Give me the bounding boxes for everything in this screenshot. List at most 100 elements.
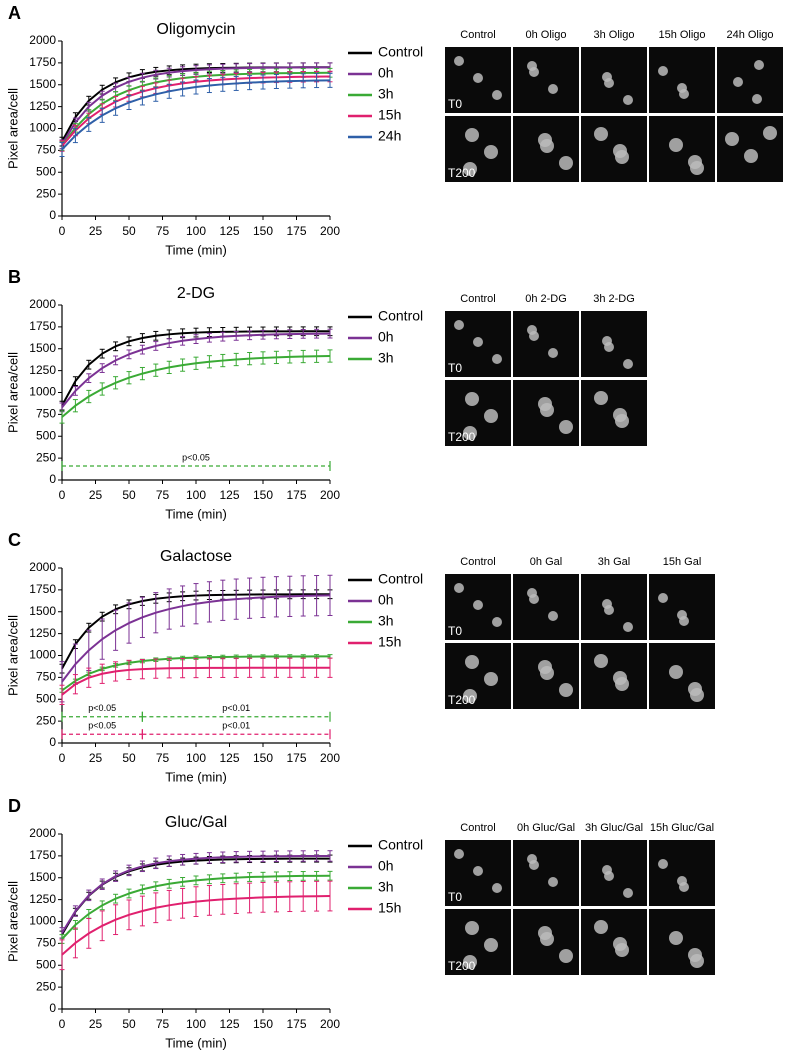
micrograph (445, 116, 511, 182)
cell (763, 126, 777, 140)
x-tick-label: 150 (253, 224, 273, 238)
cell (492, 617, 502, 627)
cell (752, 94, 762, 104)
cell (538, 397, 552, 411)
y-tick-label: 1500 (29, 870, 56, 884)
cell (463, 426, 477, 440)
y-tick-label: 1750 (29, 319, 56, 333)
image-column-label: Control (460, 556, 495, 568)
cell (463, 955, 477, 969)
cell (658, 593, 668, 603)
cell (484, 145, 498, 159)
legend-label: 3h (378, 350, 394, 366)
cell (463, 689, 477, 703)
y-tick-label: 2000 (29, 297, 56, 311)
x-tick-label: 25 (89, 1017, 103, 1031)
micrograph (581, 47, 647, 113)
cell (473, 600, 483, 610)
cell (454, 849, 464, 859)
micrograph (513, 47, 579, 113)
cell (613, 671, 627, 685)
series-line (61, 355, 331, 418)
panel-label: C (8, 530, 21, 550)
y-tick-label: 750 (36, 143, 56, 157)
cell (559, 420, 573, 434)
cell (623, 95, 633, 105)
cell (613, 937, 627, 951)
x-tick-label: 50 (122, 751, 136, 765)
series-line (61, 79, 331, 151)
cell (602, 865, 612, 875)
x-tick-label: 175 (286, 224, 306, 238)
x-tick-label: 150 (253, 1017, 273, 1031)
legend-label: 0h (378, 329, 394, 345)
x-tick-label: 0 (59, 751, 66, 765)
legend-label: 0h (378, 592, 394, 608)
cell (613, 408, 627, 422)
micrograph (649, 47, 715, 113)
cell (492, 354, 502, 364)
series-line (61, 666, 330, 696)
x-tick-label: 100 (186, 488, 206, 502)
cell (454, 320, 464, 330)
x-tick-label: 150 (253, 751, 273, 765)
panel-label: A (8, 3, 21, 23)
x-tick-label: 50 (122, 488, 136, 502)
series-line (61, 895, 331, 956)
cell (484, 672, 498, 686)
y-tick-label: 1500 (29, 341, 56, 355)
image-row-label: T200 (448, 693, 476, 707)
cell (744, 149, 758, 163)
cell (754, 60, 764, 70)
y-axis-label: Pixel area/cell (5, 615, 20, 696)
y-tick-label: 1000 (29, 121, 56, 135)
y-tick-label: 1000 (29, 385, 56, 399)
significance-label: p<0.01 (222, 703, 250, 713)
y-tick-label: 0 (49, 1001, 56, 1015)
legend-label: 3h (378, 613, 394, 629)
cell (484, 409, 498, 423)
legend-label: 15h (378, 107, 401, 123)
legend-label: 24h (378, 128, 401, 144)
cell (527, 61, 537, 71)
micrograph (649, 574, 715, 640)
y-tick-label: 1750 (29, 55, 56, 69)
image-row-label: T0 (448, 624, 462, 638)
y-tick-label: 1250 (29, 626, 56, 640)
image-column-label: 15h Gal (663, 556, 702, 568)
chart-title: Gluc/Gal (165, 814, 227, 831)
micrograph (445, 380, 511, 446)
cell (677, 876, 687, 886)
cell (527, 588, 537, 598)
legend-label: 0h (378, 858, 394, 874)
y-tick-label: 250 (36, 450, 56, 464)
x-tick-label: 75 (156, 1017, 170, 1031)
cell (538, 660, 552, 674)
x-tick-label: 25 (89, 488, 103, 502)
cell (538, 926, 552, 940)
x-axis-label: Time (min) (165, 506, 227, 521)
y-tick-label: 250 (36, 979, 56, 993)
significance-label: p<0.01 (222, 721, 250, 731)
y-tick-label: 750 (36, 407, 56, 421)
y-tick-label: 1250 (29, 99, 56, 113)
x-tick-label: 175 (286, 488, 306, 502)
y-tick-label: 2000 (29, 33, 56, 47)
x-tick-label: 175 (286, 1017, 306, 1031)
y-tick-label: 0 (49, 472, 56, 486)
cell (725, 132, 739, 146)
micrograph (649, 643, 715, 709)
x-tick-label: 200 (320, 751, 340, 765)
x-tick-label: 100 (186, 751, 206, 765)
x-tick-label: 150 (253, 488, 273, 502)
series-line (61, 332, 331, 409)
image-column-label: 0h Gal (530, 556, 562, 568)
y-tick-label: 750 (36, 936, 56, 950)
cell (594, 654, 608, 668)
x-tick-label: 100 (186, 1017, 206, 1031)
series-line (61, 66, 330, 145)
series-line (61, 330, 330, 407)
y-tick-label: 500 (36, 957, 56, 971)
cell (669, 665, 683, 679)
